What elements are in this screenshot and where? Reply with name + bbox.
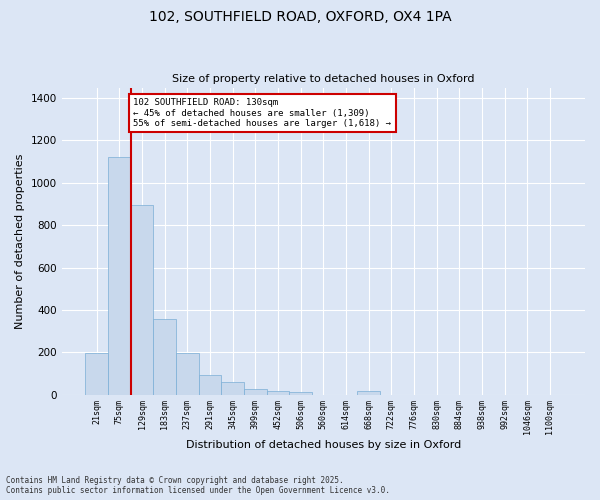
Y-axis label: Number of detached properties: Number of detached properties (15, 154, 25, 329)
Bar (199, 375, 221, 394)
Bar (358, 392, 380, 394)
Bar (131, 205, 154, 394)
Bar (289, 392, 312, 394)
Bar (221, 382, 244, 394)
Bar (244, 390, 266, 394)
Title: Size of property relative to detached houses in Oxford: Size of property relative to detached ho… (172, 74, 475, 84)
Bar (108, 158, 131, 394)
Bar (85, 354, 108, 395)
Text: 102, SOUTHFIELD ROAD, OXFORD, OX4 1PA: 102, SOUTHFIELD ROAD, OXFORD, OX4 1PA (149, 10, 451, 24)
Text: 102 SOUTHFIELD ROAD: 130sqm
← 45% of detached houses are smaller (1,309)
55% of : 102 SOUTHFIELD ROAD: 130sqm ← 45% of det… (133, 98, 391, 128)
X-axis label: Distribution of detached houses by size in Oxford: Distribution of detached houses by size … (186, 440, 461, 450)
Bar (154, 320, 176, 394)
Bar (176, 352, 199, 395)
Text: Contains HM Land Registry data © Crown copyright and database right 2025.
Contai: Contains HM Land Registry data © Crown c… (6, 476, 390, 495)
Bar (266, 391, 289, 394)
